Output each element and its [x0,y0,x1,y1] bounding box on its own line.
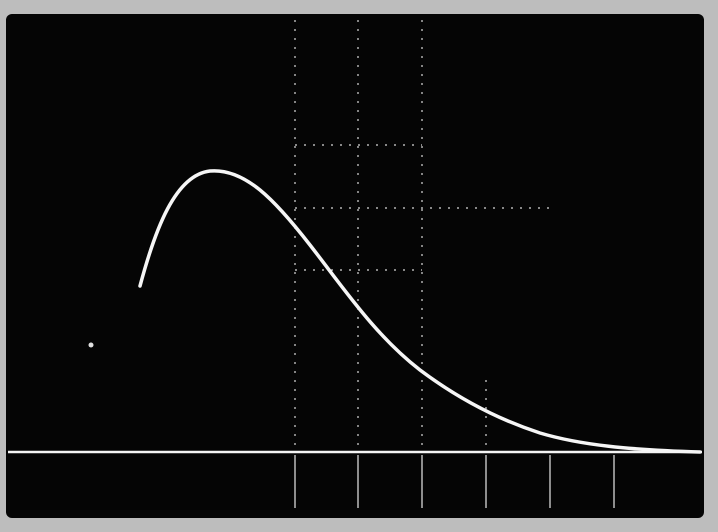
oscilloscope-photo [0,0,718,532]
page [0,0,718,532]
spot [89,343,94,348]
screen [6,14,704,518]
